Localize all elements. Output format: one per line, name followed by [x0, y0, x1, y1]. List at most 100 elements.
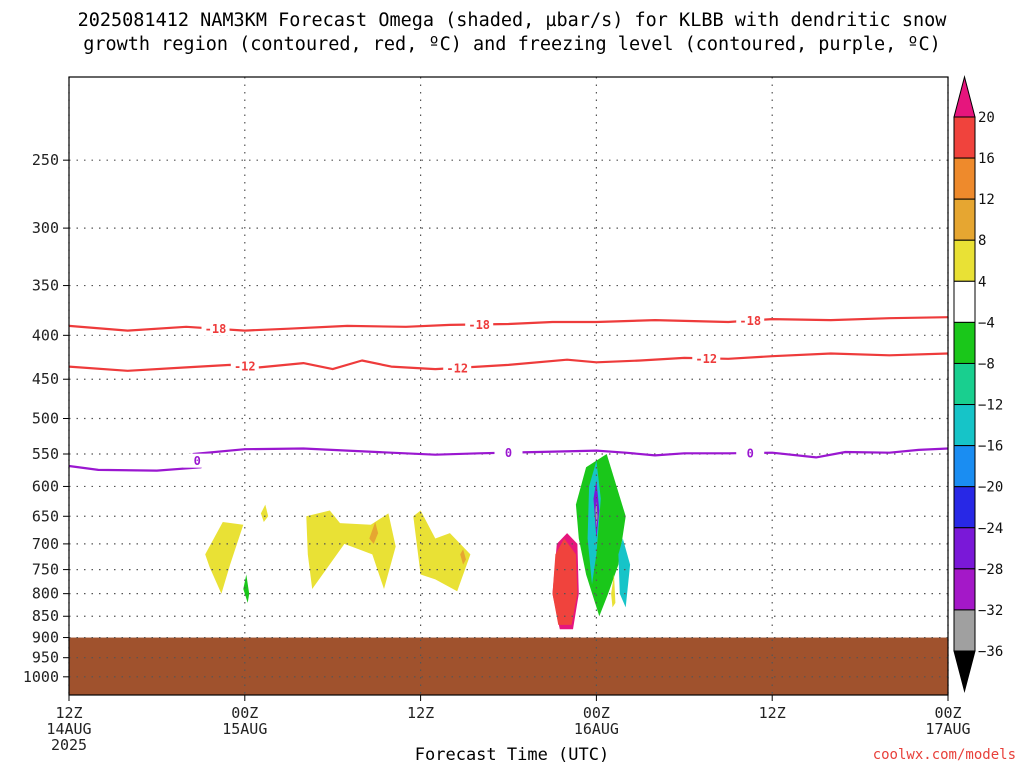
axes: 250 300 350 400 450 500 550 600 650 700 750 800 850 9… — [23, 76, 971, 754]
y-tick-label-600: 600 — [32, 477, 59, 495]
colorbar-label-11: −28 — [978, 562, 1003, 578]
x-tick-label-36-0: 00Z — [583, 704, 610, 722]
y-tick-label-700: 700 — [32, 535, 59, 553]
contour-label-bg — [465, 317, 494, 332]
credit-text: coolwx.com/models — [872, 747, 1016, 763]
y-tick-label-500: 500 — [32, 409, 59, 427]
y-tick-label-400: 400 — [32, 326, 59, 344]
colorbar-swatch-12 — [953, 609, 976, 652]
colorbar-swatch-2 — [953, 198, 976, 241]
contour-label--18-1: -18 — [468, 318, 490, 332]
omega-region-red-updraft-rim — [552, 538, 578, 625]
omega-region-orange-spot-1 — [369, 522, 379, 544]
colorbar-swatch-10 — [953, 527, 976, 570]
y-tick-label-800: 800 — [32, 585, 59, 603]
colorbar: 20 16 12 8 4 −4 −8 −12 −16 −20 −24 −28 −32 −36 — [953, 75, 1003, 693]
colorbar-bottom-triangle — [953, 650, 976, 693]
x-tick-label-36-1: 16AUG — [574, 720, 619, 738]
colorbar-label-13: −36 — [978, 644, 1003, 660]
omega-region-yellow-blob-3 — [413, 510, 471, 592]
colorbar-swatch-11 — [953, 568, 976, 611]
omega-region-blue-core-16aug — [587, 460, 601, 585]
x-tick-label-0-1: 14AUG — [46, 720, 91, 738]
y-tick-label-450: 450 — [32, 370, 59, 388]
plot-frame — [68, 76, 949, 696]
colorbar-swatch-7 — [953, 404, 976, 447]
contour-label--12-2: -12 — [695, 352, 717, 366]
contour-label-bg — [183, 453, 212, 468]
omega-region-teal-core-16aug — [575, 454, 626, 617]
x-tick-label-12-0: 00Z — [231, 704, 258, 722]
y-tick-label-650: 650 — [32, 507, 59, 525]
colorbar-label-12: −32 — [978, 603, 1003, 619]
colorbar-swatch-0 — [953, 116, 976, 159]
colorbar-swatch-8 — [953, 445, 976, 488]
colorbar-swatch-9 — [953, 486, 976, 529]
x-tick-label-0-0: 12Z — [55, 704, 82, 722]
y-tick-label-750: 750 — [32, 561, 59, 579]
contour-label--18-0: -18 — [205, 322, 227, 336]
contour-label-bg — [201, 321, 230, 336]
colorbar-label-10: −24 — [978, 521, 1003, 537]
contour-label--12-0: -12 — [234, 360, 256, 374]
omega-region-yellow-blob-1 — [205, 522, 244, 594]
colorbar-label-6: −8 — [978, 356, 995, 372]
colorbar-label-8: −16 — [978, 439, 1003, 455]
y-tick-label-1000: 1000 — [23, 668, 59, 686]
terrain-fill — [69, 637, 948, 695]
colorbar-label-9: −20 — [978, 480, 1003, 496]
x-axis-label: Forecast Time (UTC) — [414, 745, 610, 765]
colorbar-label-0: 20 — [978, 110, 995, 126]
omega-region-orange-spot-2 — [460, 549, 466, 565]
colorbar-swatch-1 — [953, 157, 976, 200]
y-tick-label-950: 950 — [32, 649, 59, 667]
omega-region-green-blob-500 — [319, 395, 338, 448]
omega-region-yellow-sliver — [611, 574, 616, 608]
y-tick-label-900: 900 — [32, 629, 59, 647]
contour-label-bg — [494, 445, 523, 460]
colorbar-label-7: −12 — [978, 398, 1003, 414]
chart-title-line-2: growth region (contoured, red, ºC) and f… — [83, 34, 941, 55]
colorbar-label-2: 12 — [978, 192, 995, 208]
colorbar-label-4: 4 — [978, 274, 986, 290]
contour-label--12-1: -12 — [446, 361, 468, 375]
colorbar-swatch-6 — [953, 362, 976, 406]
colorbar-swatch-3 — [953, 239, 976, 282]
x-tick-label-12-1: 15AUG — [222, 720, 267, 738]
contour-label-bg — [443, 360, 472, 375]
omega-region-small-white-strip — [260, 504, 269, 522]
omega-region-green-patch-850 — [407, 614, 421, 626]
contour-label-bg — [692, 351, 721, 366]
y-tick-label-550: 550 — [32, 445, 59, 463]
y-tick-label-350: 350 — [32, 277, 59, 295]
colorbar-label-3: 8 — [978, 233, 986, 249]
omega-region-teal-core-15aug — [243, 574, 250, 603]
contour-label-bg — [230, 359, 259, 374]
x-tick-label-48-0: 12Z — [759, 704, 786, 722]
chart-title-line-1: 2025081412 NAM3KM Forecast Omega (shaded… — [77, 10, 947, 31]
colorbar-swatch-4 — [953, 280, 976, 323]
contour-label-0-0: 0 — [194, 454, 201, 468]
omega-region-dendritic-tower — [567, 137, 592, 499]
colorbar-label-5: −4 — [978, 315, 995, 331]
y-tick-label-300: 300 — [32, 219, 59, 237]
omega-region-green-blob-left — [69, 486, 78, 585]
x-tick-label-24-0: 12Z — [407, 704, 434, 722]
x-tick-label-0-2: 2025 — [51, 736, 87, 754]
contour-label-0-1: 0 — [505, 446, 512, 460]
colorbar-swatch-5 — [953, 321, 976, 364]
omega-region-green-east — [662, 543, 688, 621]
x-tick-label-60-1: 17AUG — [925, 720, 970, 738]
x-tick-label-60-0: 00Z — [934, 704, 961, 722]
omega-region-blue-column-east — [618, 538, 631, 608]
y-tick-label-850: 850 — [32, 607, 59, 625]
plot-background — [69, 77, 948, 695]
plot-area: -18 -18 -18 -12 -12 -12 0 0 0 — [68, 77, 949, 695]
omega-region-black-core-16aug — [595, 501, 598, 528]
colorbar-label-1: 16 — [978, 151, 995, 167]
contour-label--18-2: -18 — [739, 314, 761, 328]
contour-label-bg — [736, 313, 765, 328]
contour-label-0-2: 0 — [747, 446, 754, 460]
contour-label-bg — [736, 445, 765, 460]
